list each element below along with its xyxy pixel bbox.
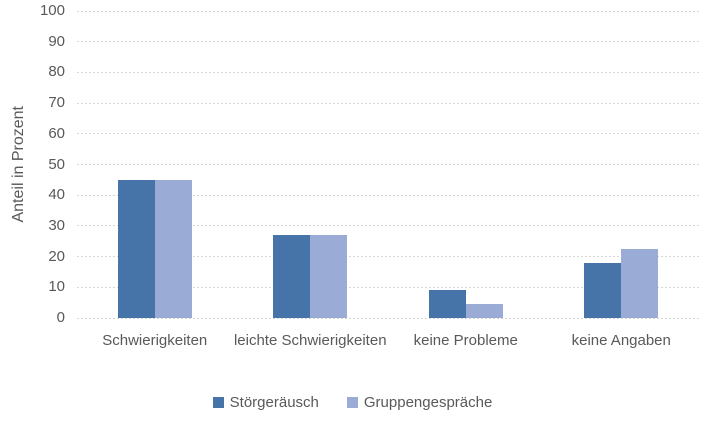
bar-group-2	[388, 11, 544, 318]
gridline-30	[77, 225, 699, 227]
y-tick-label-30: 30	[48, 216, 65, 234]
y-tick-label-80: 80	[48, 63, 65, 81]
y-tick-label-20: 20	[48, 247, 65, 265]
y-tick-label-70: 70	[48, 94, 65, 112]
bar-group-1	[233, 11, 389, 318]
gridline-60	[77, 133, 699, 135]
bar-Störgeräusch-leichte Schwierigkeiten	[273, 235, 311, 318]
y-tick-label-0: 0	[56, 309, 65, 326]
bar-Störgeräusch-keine Probleme	[428, 290, 466, 318]
y-tick-label-100: 100	[39, 2, 65, 19]
gridline-100	[77, 10, 699, 12]
gridline-40	[77, 194, 699, 196]
x-axis-label-1: leichte Schwierigkeiten	[233, 332, 387, 349]
legend: Störgeräusch Gruppengespräche	[0, 394, 705, 411]
legend-swatch-icon	[212, 397, 224, 408]
y-tick-label-40: 40	[48, 186, 65, 204]
legend-entry-1: Gruppengespräche	[346, 394, 493, 411]
legend-swatch-icon	[346, 397, 358, 408]
legend-label: Gruppengespräche	[363, 394, 493, 411]
y-tick-label-10: 10	[48, 278, 65, 296]
gridline-20	[77, 256, 699, 258]
plot-area	[77, 10, 700, 319]
y-tick-label-60: 60	[48, 124, 65, 142]
x-axis-label-3: keine Angaben	[571, 332, 671, 349]
bar-Störgeräusch-Schwierigkeiten	[117, 179, 155, 318]
gridline-90	[77, 41, 699, 43]
bar-Gruppengespräche-keine Angaben	[621, 248, 659, 318]
legend-entry-0: Störgeräusch	[212, 394, 319, 411]
bar-group-3	[544, 11, 700, 318]
gridline-80	[77, 71, 699, 73]
y-axis-title: Anteil in Prozent	[10, 106, 27, 223]
x-axis-label-0: Schwierigkeiten	[102, 332, 208, 349]
gridline-70	[77, 102, 699, 104]
x-axis-label-2: keine Probleme	[413, 332, 518, 349]
y-tick-label-90: 90	[48, 32, 65, 50]
bar-Gruppengespräche-Schwierigkeiten	[154, 179, 192, 318]
gridline-50	[77, 164, 699, 165]
bar-Störgeräusch-keine Angaben	[584, 262, 622, 318]
gridline-0	[77, 317, 699, 319]
bar-Gruppengespräche-leichte Schwierigkeiten	[310, 235, 348, 318]
bar-Gruppengespräche-keine Probleme	[465, 304, 503, 318]
legend-label: Störgeräusch	[229, 394, 319, 411]
gridline-10	[77, 286, 699, 288]
y-tick-label-50: 50	[48, 155, 65, 173]
bar-group-0	[77, 11, 233, 318]
